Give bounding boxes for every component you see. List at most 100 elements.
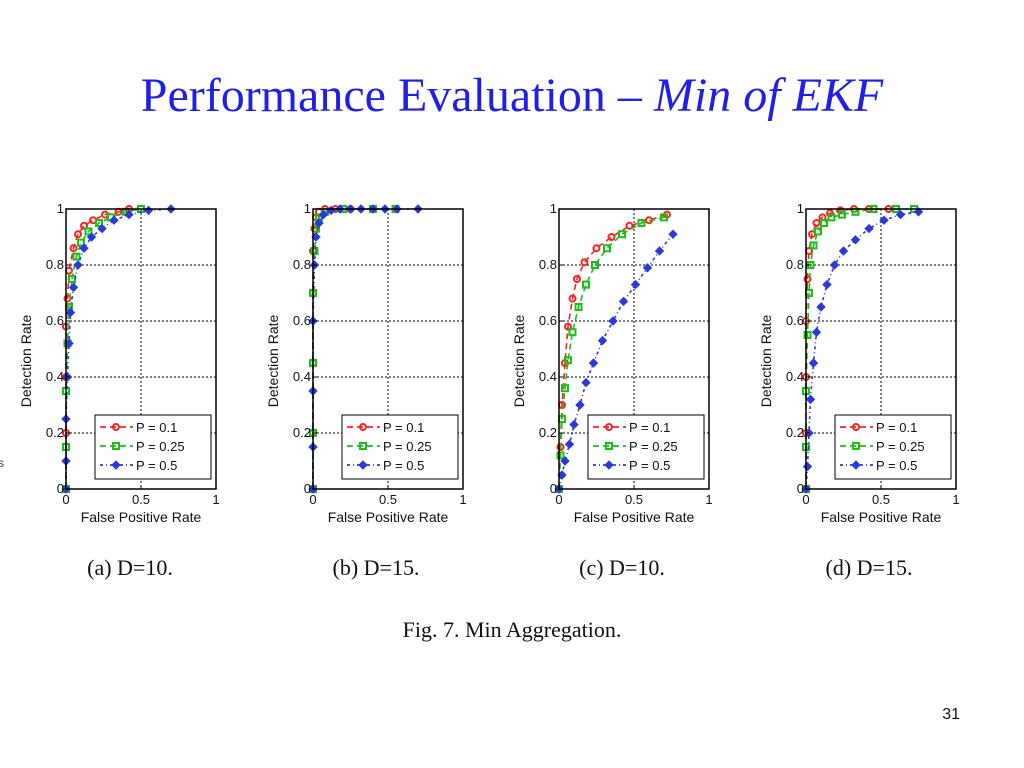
y-tick-label: 1 — [797, 201, 804, 216]
data-point — [654, 246, 665, 256]
series-line — [558, 213, 668, 490]
legend-marker — [111, 460, 121, 470]
data-point — [820, 219, 828, 227]
x-axis-label: False Positive Rate — [328, 509, 449, 525]
legend-marker — [358, 460, 368, 470]
data-point — [625, 221, 634, 230]
legend-marker — [852, 423, 860, 431]
legend-swatch-marker — [604, 460, 614, 470]
legend-label: P = 0.25 — [383, 439, 432, 454]
y-tick-label: 1 — [304, 201, 311, 216]
x-tick-label: 0.5 — [379, 492, 397, 507]
series-line — [558, 216, 665, 490]
x-tick-label: 1 — [952, 492, 959, 507]
data-point — [836, 206, 845, 215]
data-point — [588, 358, 599, 368]
x-tick-label: 1 — [705, 492, 712, 507]
data-point — [568, 294, 577, 303]
data-point — [318, 209, 329, 220]
legend-marker — [112, 442, 120, 450]
data-point — [556, 451, 565, 460]
x-axis-label: False Positive Rate — [574, 509, 695, 525]
data-point — [580, 258, 589, 267]
data-point — [561, 384, 569, 393]
data-point — [72, 252, 81, 261]
figure-caption: Fig. 7. Min Aggregation. — [402, 617, 622, 642]
roc-chart: 0 0.5 1 0 0.2 0.4 0.6 0.8 1 False Positive Rate De… — [758, 201, 960, 525]
data-point — [65, 307, 76, 318]
data-point — [73, 260, 83, 270]
data-point — [69, 244, 78, 253]
y-tick-label: 0.8 — [786, 257, 804, 272]
legend-swatch-marker — [852, 423, 860, 431]
legend-marker — [112, 423, 120, 431]
data-point — [607, 233, 616, 241]
x-tick-label: 0.5 — [872, 492, 890, 507]
data-point — [913, 207, 924, 217]
legend-swatch-marker — [112, 423, 120, 431]
legend-label: P = 0.5 — [629, 458, 670, 473]
y-tick-label: 0.6 — [46, 313, 64, 328]
y-axis-label: Detection Rate — [265, 314, 281, 407]
legend-swatch-marker — [359, 423, 367, 431]
legend-marker — [605, 442, 613, 450]
title-emphasis: Min of EKF — [653, 69, 884, 122]
data-point — [314, 218, 324, 228]
legend-label: P = 0.25 — [629, 439, 678, 454]
legend-label: P = 0.1 — [629, 420, 670, 435]
data-point — [608, 316, 618, 326]
data-point — [618, 296, 629, 307]
y-tick-label: 1 — [550, 201, 557, 216]
x-tick-label: 1 — [459, 492, 466, 507]
data-point — [827, 213, 836, 222]
x-tick-label: 0 — [309, 492, 316, 507]
y-tick-label: 0.4 — [539, 369, 557, 384]
data-point — [74, 230, 82, 239]
page-number: 31 — [942, 706, 960, 723]
panel-caption-b: (b) D=15. — [332, 555, 420, 580]
legend-label: P = 0.1 — [876, 420, 917, 435]
y-axis-label: Detection Rate — [511, 314, 527, 407]
data-point — [829, 260, 840, 270]
legend-label: P = 0.5 — [383, 458, 424, 473]
data-point — [822, 279, 832, 290]
data-point — [597, 335, 608, 346]
y-tick-label: 1 — [57, 201, 64, 216]
chart-panel-c: 0 0.5 1 0 0.2 0.4 0.6 0.8 1 False Positive Rate De… — [507, 196, 727, 536]
legend-swatch-marker — [605, 423, 613, 431]
data-point — [816, 302, 826, 312]
data-point — [591, 261, 599, 269]
roc-chart: 0 0.5 1 0 0.2 0.4 0.6 0.8 1 False Positive Rate De… — [18, 201, 220, 525]
slide-title: Performance Evaluation – Min of EKF — [0, 68, 1024, 123]
panel-caption-a: (a) D=10. — [87, 555, 173, 580]
data-point — [805, 394, 816, 405]
legend-marker — [604, 460, 614, 470]
legend-swatch-marker — [851, 460, 861, 470]
legend-label: P = 0.25 — [876, 439, 925, 454]
series-markers — [555, 213, 668, 493]
legend-marker — [851, 460, 861, 470]
y-axis-label: Detection Rate — [18, 314, 34, 407]
data-point — [814, 227, 822, 236]
data-point — [811, 327, 822, 337]
x-tick-label: 1 — [212, 492, 219, 507]
data-point — [574, 303, 583, 311]
data-point — [660, 213, 668, 222]
legend-marker — [359, 423, 367, 431]
data-point — [560, 456, 570, 466]
y-tick-label: 0.4 — [786, 369, 804, 384]
roc-chart: 0 0.5 1 0 0.2 0.4 0.6 0.8 1 False Positive Rate De… — [265, 201, 467, 525]
y-tick-label: 0 — [304, 481, 311, 496]
panel-caption-c: (c) D=10. — [579, 555, 665, 580]
y-tick-label: 0.6 — [539, 313, 557, 328]
legend-marker — [359, 442, 367, 450]
legend-swatch-marker — [359, 442, 367, 450]
data-point — [895, 209, 906, 220]
legend-swatch-marker — [111, 460, 121, 470]
y-tick-label: 0.4 — [46, 369, 64, 384]
data-point — [124, 209, 134, 220]
data-point — [582, 280, 590, 289]
legend-label: P = 0.25 — [136, 439, 185, 454]
data-point — [838, 210, 846, 219]
data-point — [97, 223, 107, 234]
